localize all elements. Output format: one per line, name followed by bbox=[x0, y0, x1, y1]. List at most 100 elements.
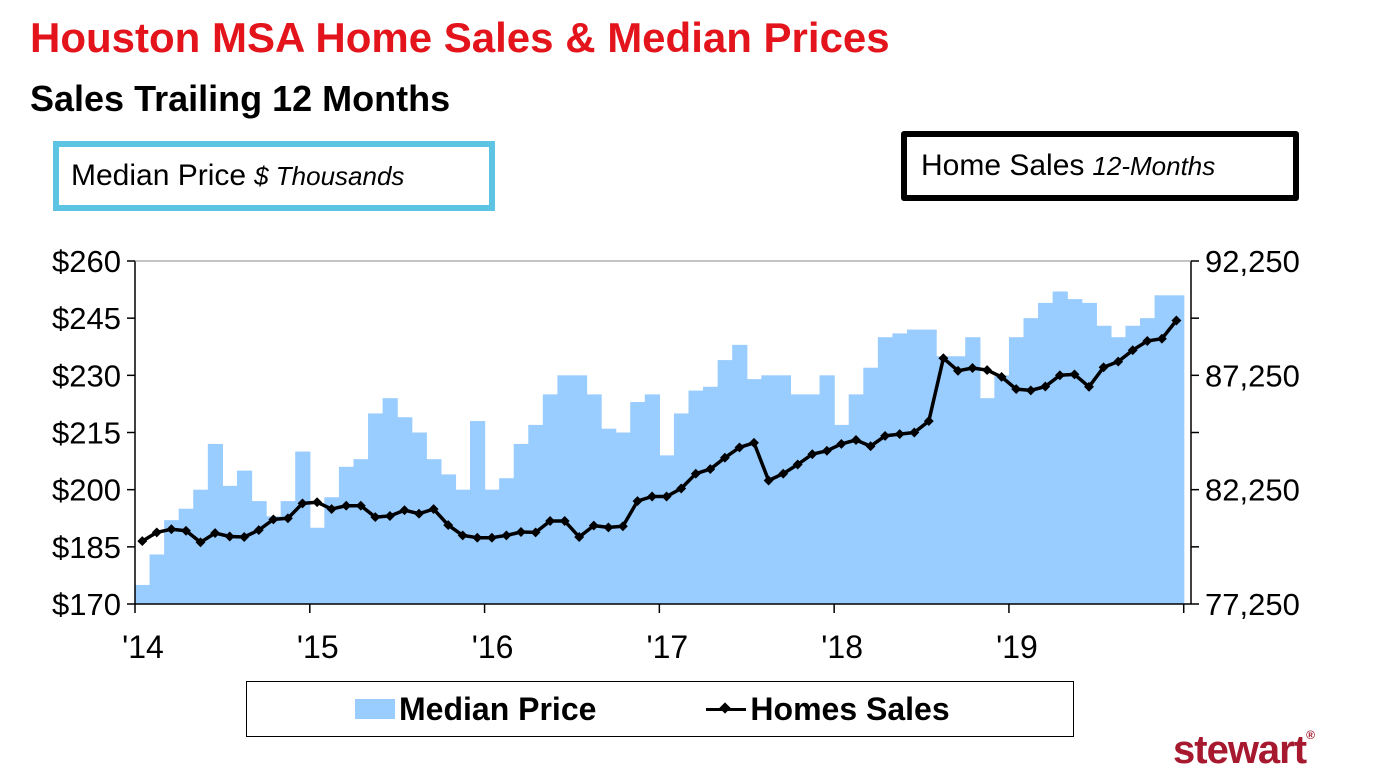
median-price-bar bbox=[659, 455, 675, 604]
home-sales-point bbox=[1054, 370, 1065, 381]
home-sales-point bbox=[239, 532, 250, 542]
median-price-bar bbox=[1023, 318, 1039, 604]
left-y-tick-label: $230 bbox=[52, 358, 121, 393]
median-price-bar bbox=[848, 394, 864, 604]
logo-text: stewart bbox=[1173, 728, 1307, 772]
home-sales-point bbox=[1098, 362, 1109, 373]
tick-labels: $170 $185 $200 $215 $230 $245 $260 77,250 82,250… bbox=[52, 244, 1300, 665]
x-tick-label: '16 bbox=[472, 629, 514, 665]
home-sales-point bbox=[501, 530, 512, 541]
median-price-bar bbox=[950, 356, 966, 604]
median-price-bar bbox=[542, 394, 558, 604]
home-sales-point bbox=[880, 430, 891, 441]
home-sales-point bbox=[647, 491, 658, 502]
home-sales-point bbox=[268, 514, 279, 525]
home-sales-point bbox=[530, 527, 541, 538]
median-price-bar bbox=[484, 489, 500, 604]
median-price-bar bbox=[164, 520, 180, 604]
median-price-bar bbox=[207, 443, 223, 604]
home-sales-point bbox=[181, 525, 191, 536]
median-price-bar bbox=[746, 379, 762, 604]
left-axis-label: Median Price bbox=[71, 159, 247, 192]
median-price-bar bbox=[309, 527, 325, 604]
home-sales-point bbox=[778, 468, 789, 479]
right-y-tick-label: 92,250 bbox=[1205, 244, 1300, 279]
right-y-tick-label: 87,250 bbox=[1205, 358, 1300, 393]
chart-subtitle: Sales Trailing 12 Months bbox=[30, 78, 451, 119]
median-price-bar bbox=[470, 421, 486, 604]
home-sales-point bbox=[210, 528, 221, 539]
home-sales-point bbox=[763, 475, 774, 486]
home-sales-line bbox=[137, 315, 1182, 548]
x-tick-label: '17 bbox=[647, 629, 689, 665]
home-sales-point bbox=[1156, 333, 1167, 344]
median-price-bar bbox=[1067, 299, 1083, 604]
home-sales-point bbox=[341, 500, 352, 511]
median-price-bar bbox=[338, 466, 355, 604]
median-price-bar bbox=[979, 398, 995, 604]
home-sales-point bbox=[1011, 384, 1022, 395]
home-sales-point bbox=[1069, 369, 1080, 380]
right-axis-unit: 12-Months bbox=[1092, 150, 1216, 181]
median-price-bar bbox=[251, 501, 267, 604]
home-sales-point bbox=[807, 449, 818, 460]
median-price-bar bbox=[863, 367, 879, 604]
median-price-bar bbox=[994, 375, 1010, 604]
x-tick-label: '18 bbox=[821, 629, 863, 665]
median-price-bar bbox=[135, 584, 151, 604]
median-price-bar bbox=[732, 344, 748, 604]
home-sales-point bbox=[1142, 336, 1153, 346]
median-price-bar bbox=[805, 394, 821, 604]
home-sales-point bbox=[734, 442, 745, 453]
home-sales-point bbox=[282, 513, 293, 524]
home-sales-point bbox=[414, 508, 424, 519]
home-sales-point bbox=[938, 353, 949, 364]
median-price-bar bbox=[586, 394, 602, 604]
median-price-bar bbox=[353, 459, 369, 604]
median-price-bar bbox=[222, 485, 238, 604]
median-price-bar bbox=[877, 337, 894, 604]
home-sales-point bbox=[836, 438, 847, 449]
median-price-bar bbox=[717, 360, 733, 604]
right-axis-label: Home Sales bbox=[921, 149, 1085, 182]
median-price-bar bbox=[775, 375, 792, 604]
median-price-bar bbox=[1110, 337, 1127, 604]
left-y-tick-label: $260 bbox=[52, 244, 121, 279]
median-price-bar bbox=[280, 501, 296, 604]
left-y-tick-label: $215 bbox=[52, 416, 121, 451]
chart-axes bbox=[127, 260, 1199, 613]
left-axis-title-box: Median Price $ Thousands bbox=[53, 141, 495, 211]
median-price-bar bbox=[1038, 302, 1054, 604]
home-sales-point bbox=[690, 468, 701, 479]
right-axis-title-box: Home Sales 12-Months bbox=[901, 131, 1299, 201]
median-price-bar bbox=[965, 337, 981, 604]
home-sales-point bbox=[151, 527, 162, 538]
median-price-bar bbox=[440, 474, 457, 604]
median-price-bar bbox=[1140, 318, 1156, 604]
left-axis-unit: $ Thousands bbox=[254, 160, 405, 191]
legend-label-home-sales: Homes Sales bbox=[750, 690, 950, 727]
legend-label-median-price: Median Price bbox=[399, 690, 597, 727]
home-sales-point bbox=[923, 416, 934, 427]
median-price-bar bbox=[921, 329, 937, 604]
median-price-bar bbox=[1169, 295, 1185, 604]
home-sales-point bbox=[894, 429, 905, 440]
home-sales-point bbox=[516, 527, 526, 537]
home-sales-point bbox=[574, 532, 585, 542]
home-sales-point bbox=[486, 532, 497, 543]
home-sales-point bbox=[792, 459, 803, 470]
home-sales-point bbox=[472, 532, 483, 543]
median-price-bar bbox=[178, 508, 194, 604]
median-price-bar bbox=[1008, 337, 1025, 604]
median-price-bar bbox=[266, 516, 282, 604]
home-sales-point bbox=[1040, 381, 1051, 392]
home-sales-point bbox=[195, 537, 206, 548]
stewart-logo: stewart® bbox=[1173, 728, 1315, 773]
home-sales-point bbox=[953, 365, 963, 376]
home-sales-point bbox=[384, 511, 395, 521]
home-sales-point bbox=[137, 536, 148, 547]
home-sales-point bbox=[457, 530, 468, 541]
home-sales-point bbox=[588, 520, 599, 531]
median-price-bar bbox=[936, 356, 952, 604]
median-price-bar bbox=[1154, 295, 1170, 604]
